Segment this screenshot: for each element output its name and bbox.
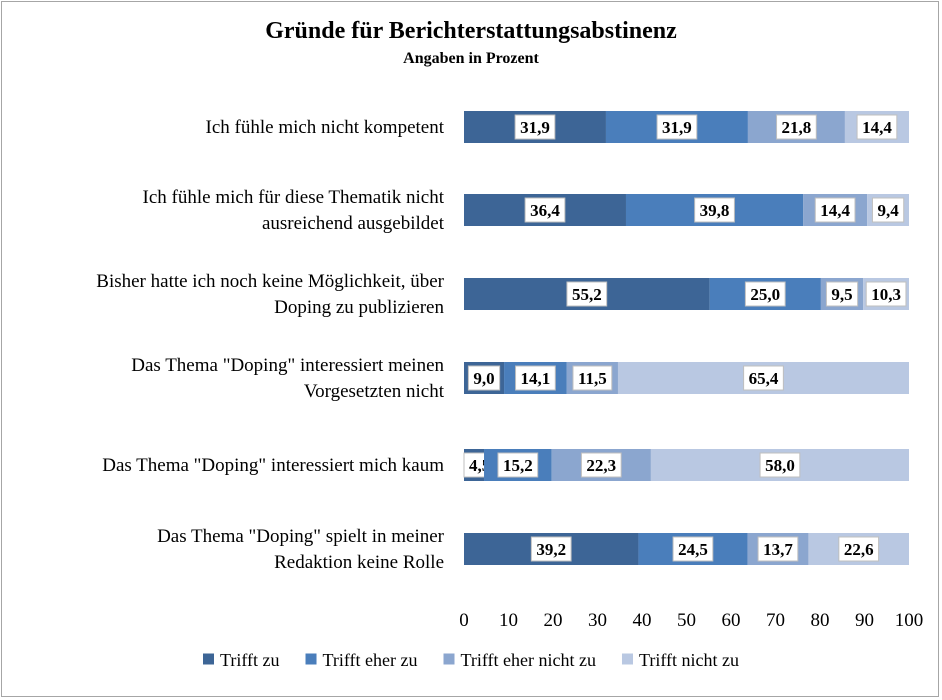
data-label-box bbox=[656, 114, 698, 140]
data-label: 39,8 bbox=[700, 201, 730, 220]
data-label-box bbox=[572, 365, 613, 391]
x-tick-label: 20 bbox=[544, 610, 563, 631]
data-label: 22,3 bbox=[586, 456, 616, 475]
data-label-box bbox=[694, 197, 735, 223]
data-label-box bbox=[744, 281, 786, 307]
data-label-box bbox=[514, 114, 556, 140]
data-label: 21,8 bbox=[782, 118, 812, 137]
data-label-box bbox=[865, 281, 907, 307]
legend-label: Trifft nicht zu bbox=[639, 650, 739, 670]
data-label-box bbox=[524, 197, 566, 223]
data-label: 9,5 bbox=[831, 285, 852, 304]
x-tick-label: 50 bbox=[677, 610, 696, 631]
data-label: 13,7 bbox=[763, 540, 793, 559]
data-label-box bbox=[856, 114, 898, 140]
data-label: 10,3 bbox=[871, 285, 901, 304]
category-label: ausreichend ausgebildet bbox=[262, 213, 445, 234]
data-label: 65,4 bbox=[749, 369, 779, 388]
category-label: Ich fühle mich nicht kompetent bbox=[206, 117, 445, 138]
data-label-box bbox=[672, 536, 714, 562]
data-label: 36,4 bbox=[530, 201, 560, 220]
x-tick-label: 30 bbox=[588, 610, 607, 631]
x-tick-label: 80 bbox=[811, 610, 830, 631]
data-label: 31,9 bbox=[520, 118, 550, 137]
legend-swatch bbox=[203, 653, 214, 665]
x-tick-label: 10 bbox=[499, 610, 518, 631]
data-label: 55,2 bbox=[572, 285, 602, 304]
chart-title: Gründe für Berichterstattungsabstinenz bbox=[265, 18, 677, 44]
data-label-box bbox=[838, 536, 880, 562]
category-label: Bisher hatte ich noch keine Möglichkeit,… bbox=[96, 271, 444, 292]
data-label-box bbox=[497, 452, 539, 478]
x-tick-label: 60 bbox=[722, 610, 741, 631]
x-tick-label: 100 bbox=[895, 610, 924, 631]
category-label: Doping zu publizieren bbox=[274, 297, 444, 318]
data-label-box bbox=[814, 197, 856, 223]
chart-subtitle: Angaben in Prozent bbox=[403, 50, 539, 67]
data-label: 14,4 bbox=[820, 201, 850, 220]
legend-label: Trifft eher zu bbox=[323, 650, 418, 670]
data-label: 25,0 bbox=[750, 285, 780, 304]
data-label-box bbox=[757, 536, 799, 562]
category-label: Das Thema "Doping" interessiert meinen bbox=[131, 355, 444, 376]
data-label: 24,5 bbox=[678, 540, 708, 559]
category-label: Ich fühle mich für diese Thematik nicht bbox=[143, 187, 445, 208]
category-label: Redaktion keine Rolle bbox=[274, 552, 444, 573]
data-label-box bbox=[743, 365, 784, 391]
data-label: 9,0 bbox=[473, 369, 494, 388]
x-tick-label: 0 bbox=[459, 610, 469, 631]
x-tick-label: 70 bbox=[766, 610, 785, 631]
data-label-box bbox=[759, 452, 801, 478]
legend-label: Trifft zu bbox=[220, 650, 280, 670]
data-label: 14,4 bbox=[862, 118, 892, 137]
data-label: 15,2 bbox=[503, 456, 533, 475]
data-label: 22,6 bbox=[844, 540, 874, 559]
legend-swatch bbox=[305, 653, 317, 665]
data-label-box bbox=[580, 452, 622, 478]
data-label: 14,1 bbox=[521, 369, 551, 388]
category-label: Das Thema "Doping" spielt in meiner bbox=[157, 526, 445, 547]
data-label-box bbox=[871, 197, 905, 223]
legend-swatch bbox=[443, 653, 455, 665]
category-label: Das Thema "Doping" interessiert mich kau… bbox=[102, 455, 444, 476]
data-label-box bbox=[566, 281, 608, 307]
data-label-box bbox=[515, 365, 556, 391]
category-label: Vorgesetzten nicht bbox=[304, 381, 445, 402]
data-label-box bbox=[825, 281, 859, 307]
legend-swatch bbox=[621, 653, 633, 665]
legend-label: Trifft eher nicht zu bbox=[461, 650, 596, 670]
data-label: 9,4 bbox=[877, 201, 899, 220]
data-label: 39,2 bbox=[536, 540, 566, 559]
data-label: 58,0 bbox=[765, 456, 795, 475]
x-tick-label: 90 bbox=[855, 610, 874, 631]
x-tick-label: 40 bbox=[633, 610, 652, 631]
data-label: 31,9 bbox=[662, 118, 692, 137]
data-label-box bbox=[776, 114, 817, 140]
data-label-box bbox=[467, 365, 501, 391]
data-label: 11,5 bbox=[578, 369, 607, 388]
data-label-box bbox=[530, 536, 572, 562]
